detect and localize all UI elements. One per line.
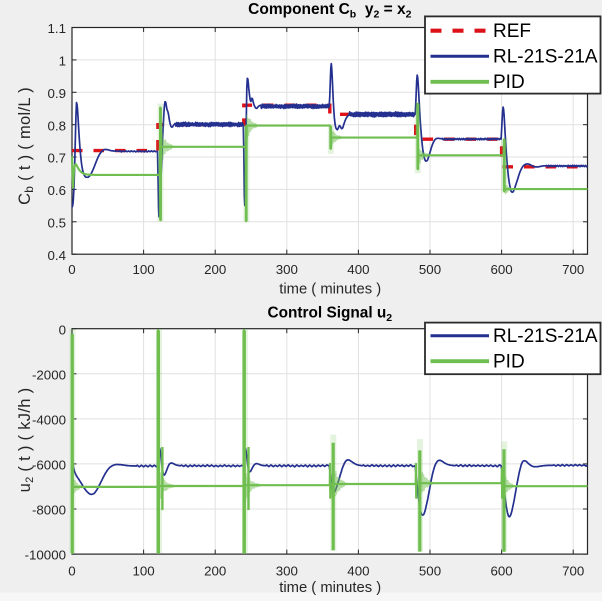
svg-text:200: 200 bbox=[204, 564, 226, 579]
svg-text:600: 600 bbox=[491, 262, 513, 277]
svg-text:time ( minutes ): time ( minutes ) bbox=[279, 580, 381, 596]
svg-text:-10000: -10000 bbox=[25, 548, 66, 563]
svg-text:time ( minutes ): time ( minutes ) bbox=[279, 282, 381, 298]
svg-text:600: 600 bbox=[491, 564, 513, 579]
svg-text:300: 300 bbox=[276, 564, 298, 579]
svg-text:-8000: -8000 bbox=[32, 503, 66, 518]
svg-text:500: 500 bbox=[419, 564, 441, 579]
svg-text:700: 700 bbox=[562, 564, 584, 579]
svg-text:200: 200 bbox=[204, 262, 226, 277]
svg-text:Control Signal u2: Control Signal u2 bbox=[267, 304, 392, 324]
svg-text:1: 1 bbox=[59, 54, 66, 69]
svg-text:Cb ( t ) ( mol/L ): Cb ( t ) ( mol/L ) bbox=[16, 87, 36, 205]
svg-text:0.4: 0.4 bbox=[48, 248, 67, 263]
svg-text:PID: PID bbox=[493, 72, 525, 93]
svg-text:400: 400 bbox=[347, 564, 369, 579]
svg-text:RL-21S-21A: RL-21S-21A bbox=[493, 47, 598, 68]
svg-text:-6000: -6000 bbox=[32, 458, 66, 473]
svg-text:700: 700 bbox=[562, 262, 584, 277]
svg-text:400: 400 bbox=[347, 262, 369, 277]
svg-text:0.6: 0.6 bbox=[48, 183, 67, 198]
svg-text:RL-21S-21A: RL-21S-21A bbox=[493, 326, 598, 347]
svg-text:REF: REF bbox=[493, 21, 531, 42]
svg-text:PID: PID bbox=[493, 352, 525, 373]
svg-text:1.1: 1.1 bbox=[48, 21, 67, 36]
svg-text:0: 0 bbox=[68, 564, 75, 579]
svg-text:0.8: 0.8 bbox=[48, 118, 67, 133]
svg-text:100: 100 bbox=[133, 262, 155, 277]
svg-text:300: 300 bbox=[276, 262, 298, 277]
svg-text:500: 500 bbox=[419, 262, 441, 277]
svg-text:0: 0 bbox=[59, 322, 66, 337]
svg-text:0.9: 0.9 bbox=[48, 86, 67, 101]
svg-text:u2 ( t ) ( kJ/h ): u2 ( t ) ( kJ/h ) bbox=[16, 388, 36, 493]
svg-text:0: 0 bbox=[68, 262, 75, 277]
svg-text:0.7: 0.7 bbox=[48, 151, 67, 166]
svg-text:-4000: -4000 bbox=[32, 413, 66, 428]
svg-text:Component Cb y2 = x2: Component Cb y2 = x2 bbox=[248, 1, 411, 21]
svg-text:100: 100 bbox=[133, 564, 155, 579]
svg-text:0.5: 0.5 bbox=[48, 215, 67, 230]
svg-text:-2000: -2000 bbox=[32, 367, 66, 382]
